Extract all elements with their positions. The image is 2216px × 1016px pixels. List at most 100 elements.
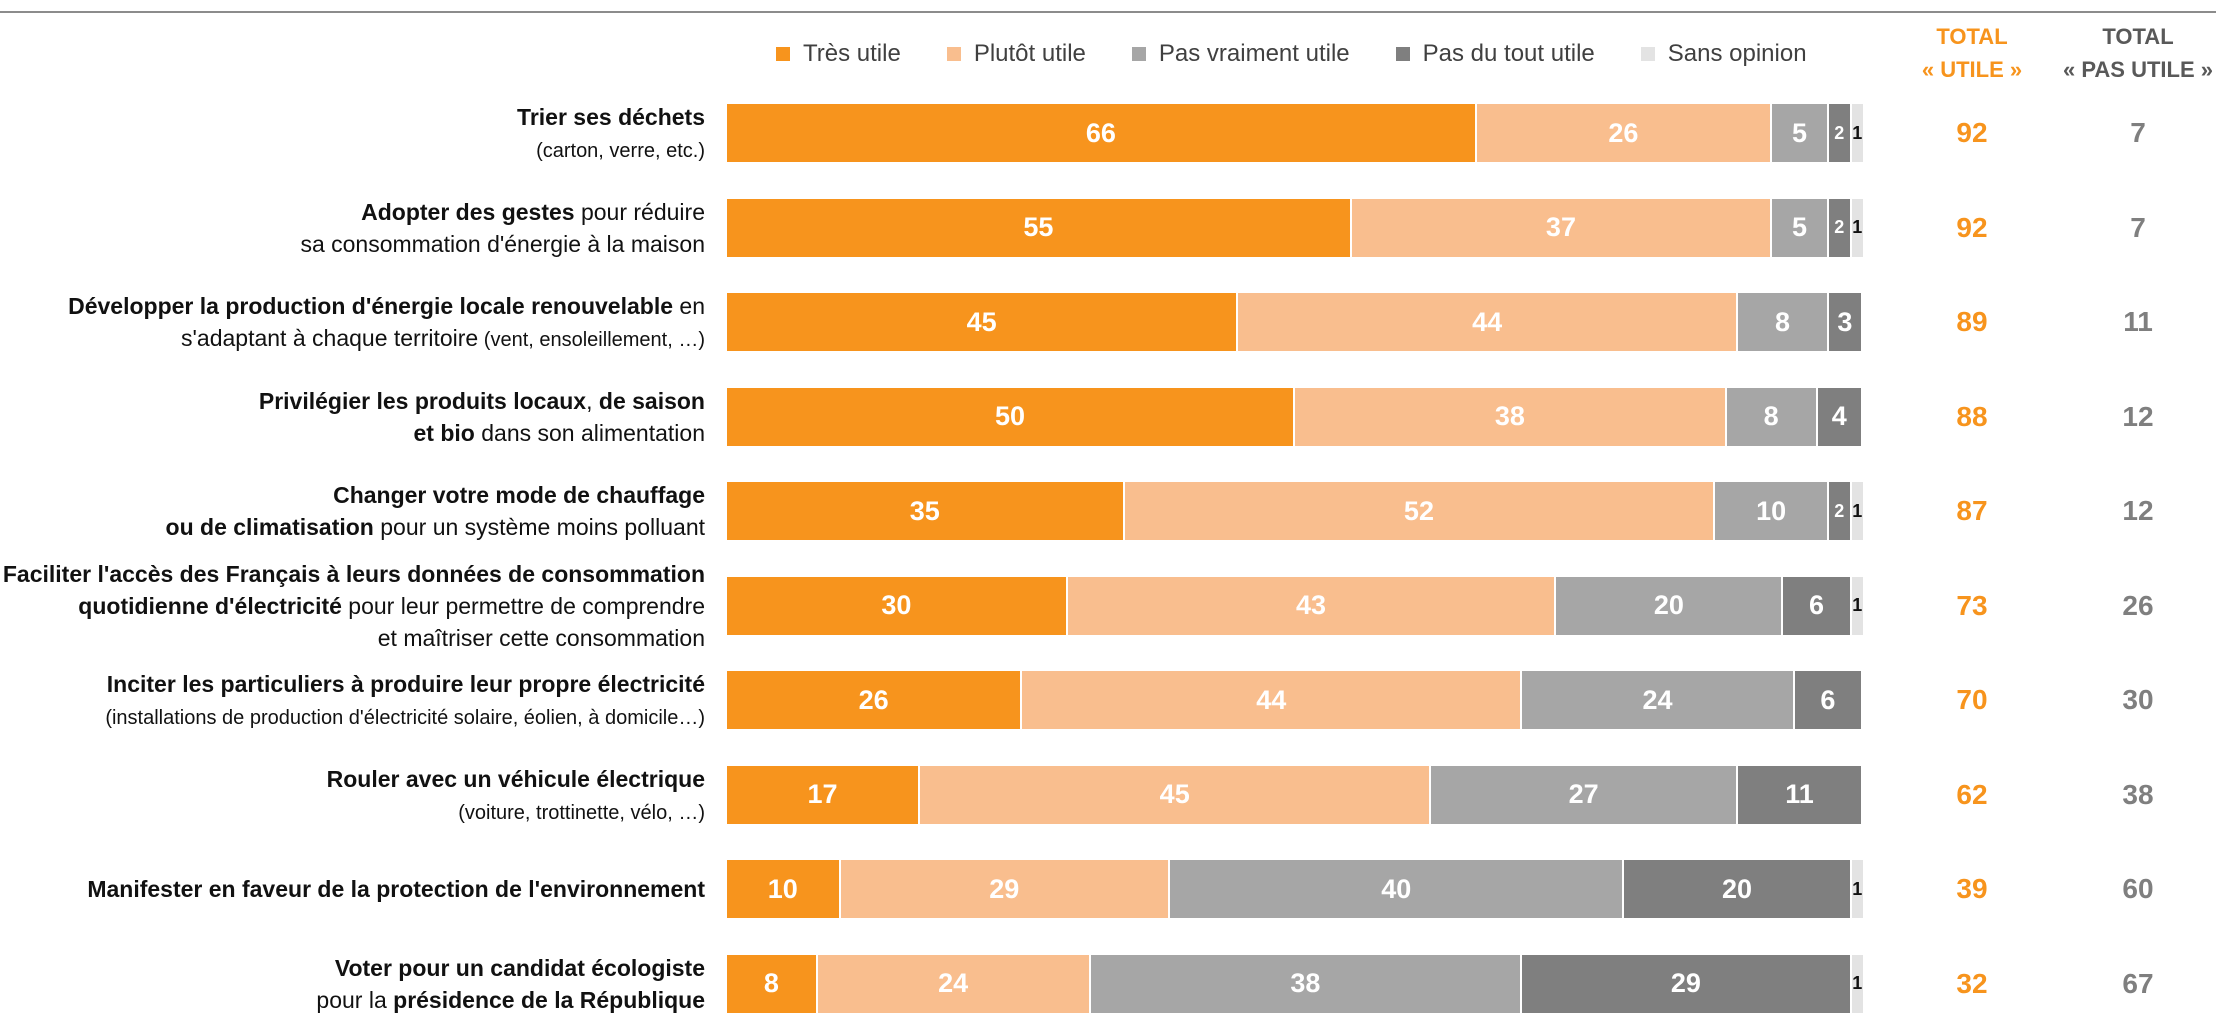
category-label-text: (voiture, trottinette, vélo, …) <box>458 801 705 824</box>
category-label-line: et bio dans son alimentation <box>259 417 706 449</box>
data-label: 11 <box>1785 779 1814 809</box>
category-label-text: Voter pour un candidat écologiste <box>334 954 705 981</box>
data-label: 43 <box>1296 590 1327 620</box>
category-label-text: présidence de la République <box>393 986 705 1013</box>
bar-segment: 40 <box>1170 860 1625 918</box>
legend-label: Pas du tout utile <box>1422 40 1595 67</box>
data-label: 1 <box>1852 500 1863 521</box>
total-utile-value: 73 <box>1956 589 1988 621</box>
data-label: 24 <box>1642 684 1673 715</box>
legend-swatch <box>1395 47 1410 61</box>
bar-segment: 11 <box>1738 765 1863 824</box>
category-label-text: s'adaptant à chaque territoire <box>181 325 479 351</box>
bar-segment: 1 <box>1851 198 1863 257</box>
category-label-text: Rouler avec un véhicule électrique <box>326 765 705 792</box>
data-label: 35 <box>909 495 940 526</box>
chart-row: Adopter des gestes pour réduire sa consom… <box>0 198 2216 257</box>
category-label: Trier ses déchets (carton, verre, etc.) <box>517 101 705 167</box>
bar-segment: 66 <box>727 104 1477 162</box>
data-label: 24 <box>938 968 969 998</box>
category-label-text: et maîtriser cette consommation <box>377 624 705 651</box>
bar-segment: 2 <box>1828 482 1852 540</box>
chart-row: Inciter les particuliers à produire leur… <box>0 671 2216 729</box>
data-label: 20 <box>1722 873 1753 904</box>
total-pas-utile-header-line: TOTAL <box>2102 24 2174 49</box>
bar-segment: 43 <box>1067 576 1557 635</box>
category-label: Voter pour un candidat écologiste pour la… <box>316 952 705 1016</box>
category-label-text: Inciter les particuliers à produire leur… <box>106 671 705 697</box>
category-label-text: quotidienne d'électricité <box>78 592 342 619</box>
chart-row: Développer la production d'énergie local… <box>0 293 2216 351</box>
category-label-text: (installations de production d'électrici… <box>105 707 705 729</box>
data-label: 45 <box>966 306 997 337</box>
category-label-line: (installations de production d'électrici… <box>105 700 705 734</box>
bar-segment: 4 <box>1817 387 1863 446</box>
legend-item: Pas du tout utile <box>1395 40 1595 68</box>
category-label-text: Changer votre mode de chauffage <box>333 482 705 508</box>
bar-segment: 55 <box>727 198 1352 257</box>
category-label-line: Inciter les particuliers à produire leur… <box>105 668 705 700</box>
total-utile-header: TOTAL « UTILE » <box>1892 20 2052 86</box>
bar-segment: 1 <box>1851 482 1863 540</box>
data-label: 44 <box>1256 684 1287 715</box>
category-label: Inciter les particuliers à produire leur… <box>105 668 705 734</box>
category-label-text: en <box>673 293 705 319</box>
stacked-bar: 8 24 38 29 1 <box>727 954 1863 1013</box>
data-label: 44 <box>1472 306 1503 337</box>
legend-item: Plutôt utile <box>946 40 1086 68</box>
category-label-line: ou de climatisation pour un système moin… <box>166 511 705 543</box>
data-label: 6 <box>1820 684 1836 715</box>
category-label-text: et bio <box>413 419 475 446</box>
bar-segment: 6 <box>1783 576 1852 635</box>
category-label-text: Manifester en faveur de la protection de… <box>87 876 705 902</box>
bar-segment: 38 <box>1295 387 1727 446</box>
data-label: 45 <box>1159 779 1190 809</box>
bar-segment: 6 <box>1794 671 1863 729</box>
bar-segment: 29 <box>1522 954 1852 1013</box>
bar-segment: 27 <box>1431 765 1739 824</box>
data-label: 66 <box>1085 117 1116 148</box>
total-pas-utile-value: 60 <box>2122 873 2154 904</box>
total-utile-value: 70 <box>1956 684 1988 715</box>
data-label: 10 <box>1756 495 1787 526</box>
data-label: 27 <box>1568 779 1599 809</box>
chart-legend: Très utile Plutôt utile Pas vraiment utile… <box>776 38 1853 70</box>
data-label: 2 <box>1834 500 1845 521</box>
data-label: 5 <box>1791 212 1808 242</box>
category-label-text: pour un système moins polluant <box>373 514 705 540</box>
data-label: 20 <box>1653 590 1684 620</box>
stacked-bar: 10 29 40 20 1 <box>727 860 1863 918</box>
total-utile-header-line: « UTILE » <box>1921 57 2023 82</box>
bar-segment: 29 <box>840 860 1171 918</box>
bar-segment: 44 <box>1022 671 1523 729</box>
stacked-bar: 35 52 10 2 1 <box>727 482 1863 540</box>
data-label: 1 <box>1852 878 1863 899</box>
bar-segment: 45 <box>920 765 1432 824</box>
bar-segment: 44 <box>1238 293 1739 351</box>
chart-row: Changer votre mode de chauffage ou de cli… <box>0 482 2216 540</box>
total-pas-utile-value: 26 <box>2122 589 2154 621</box>
stacked-bar: 26 44 24 6 <box>727 671 1863 729</box>
data-label: 52 <box>1403 495 1434 526</box>
legend-item: Très utile <box>776 40 901 68</box>
category-label: Manifester en faveur de la protection de… <box>87 873 705 905</box>
total-pas-utile-value: 12 <box>2122 400 2154 432</box>
total-utile-value: 92 <box>1956 211 1988 243</box>
total-pas-utile-header: TOTAL « PAS UTILE » <box>2058 20 2216 86</box>
bar-segment: 5 <box>1772 198 1829 257</box>
category-label-text: Développer la production d'énergie local… <box>68 293 674 319</box>
data-label: 8 <box>763 968 779 998</box>
bar-segment: 38 <box>1090 954 1523 1013</box>
top-rule <box>0 11 2216 13</box>
category-label-text: (vent, ensoleillement, …) <box>478 329 705 351</box>
data-label: 50 <box>994 401 1026 431</box>
category-label-text: , <box>586 387 599 414</box>
bar-segment: 50 <box>727 387 1295 446</box>
bar-segment: 8 <box>1726 387 1818 446</box>
category-label-line: Changer votre mode de chauffage <box>166 479 705 511</box>
bar-segment: 8 <box>727 954 818 1013</box>
data-label: 8 <box>1774 306 1790 337</box>
bar-segment: 26 <box>1476 104 1773 162</box>
bar-segment: 37 <box>1351 198 1773 257</box>
category-label-line: et maîtriser cette consommation <box>3 622 705 654</box>
